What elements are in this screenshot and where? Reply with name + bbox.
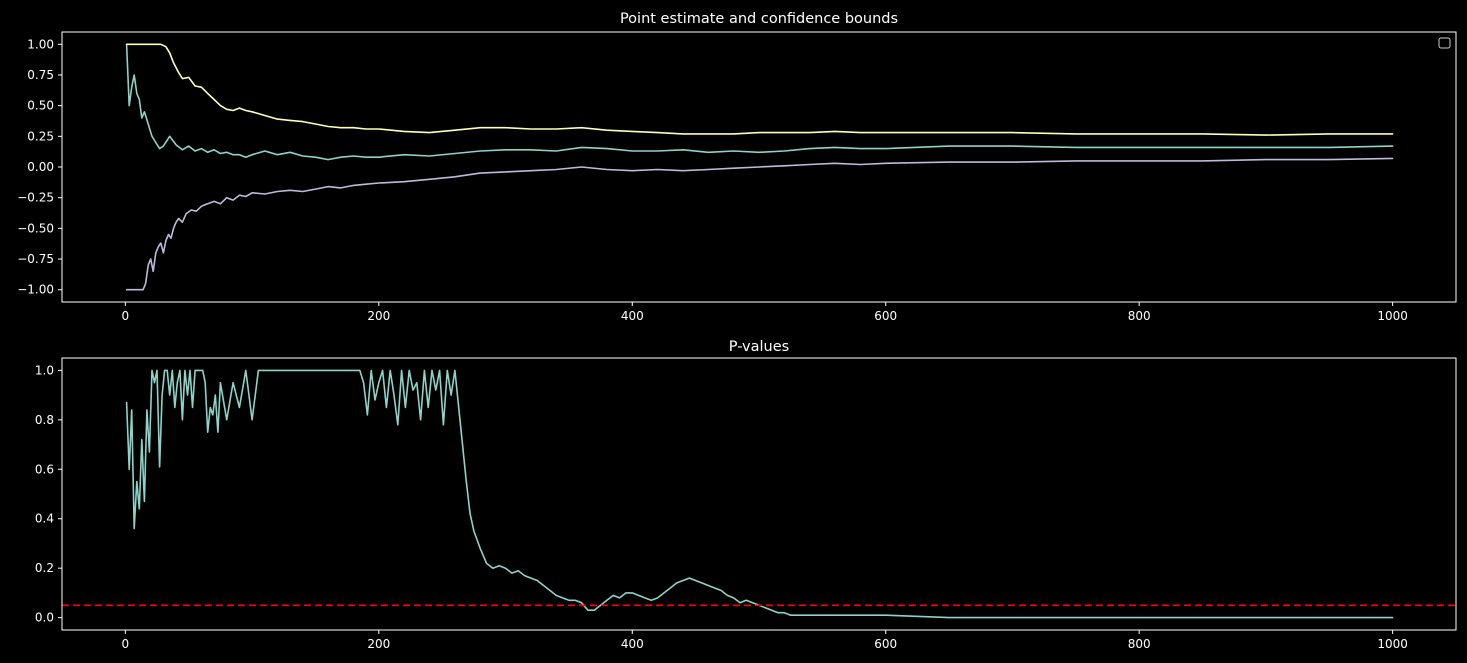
estimate-y-tick-label: 0.50: [27, 99, 54, 113]
estimate-y-tick-label: 0.00: [27, 160, 54, 174]
estimate-y-tick-label: −0.75: [17, 252, 54, 266]
pvalue-chart-title: P-values: [729, 339, 789, 355]
legend-box: [1438, 37, 1451, 49]
pvalue-y-tick-label: 0.0: [35, 611, 54, 625]
pvalue-x-tick-label: 1000: [1377, 637, 1408, 651]
pvalue-series-group: [62, 369, 1456, 619]
pvalue-y-tick-label: 1.0: [35, 363, 54, 377]
estimate-x-tick-label: 200: [367, 309, 390, 323]
pvalue-x-tick-label: 200: [367, 637, 390, 651]
estimate-chart: Point estimate and confidence bounds 0 20…: [17, 11, 1457, 323]
pvalue-y-tick-label: 0.8: [35, 413, 54, 427]
pvalue-chart: P-values 0 200 400 600 800 1000 0.0 0.2 0.4 0.6 0.…: [35, 339, 1457, 651]
pvalue-series-line-0: [125, 369, 1394, 619]
pvalue-x-tick-label: 800: [1128, 637, 1151, 651]
pvalue-x-tick-label: 600: [874, 637, 897, 651]
estimate-y-tick-label: −1.00: [17, 283, 54, 297]
estimate-series-line-2: [125, 157, 1394, 291]
pvalue-axes: 0 200 400 600 800 1000 0.0 0.2 0.4 0.6 0.8 1.0: [35, 363, 1408, 651]
pvalue-y-tick-label: 0.6: [35, 462, 54, 476]
pvalue-y-tick-label: 0.2: [35, 561, 54, 575]
estimate-y-tick-label: 0.25: [27, 129, 54, 143]
pvalue-x-tick-label: 400: [621, 637, 644, 651]
estimate-axes: 0 200 400 600 800 1000 −1.00 −0.75 −0.50 −0.25 0.0…: [17, 37, 1408, 323]
estimate-series-line-0: [125, 43, 1394, 161]
pvalue-y-tick-label: 0.4: [35, 512, 54, 526]
pvalue-plot-frame: [61, 357, 1457, 631]
pvalue-x-tick-label: 0: [122, 637, 130, 651]
estimate-x-tick-label: 0: [122, 309, 130, 323]
estimate-series-line-1: [125, 43, 1394, 136]
estimate-series-group: [125, 43, 1394, 291]
estimate-x-tick-label: 1000: [1377, 309, 1408, 323]
estimate-y-tick-label: 0.75: [27, 68, 54, 82]
estimate-x-tick-label: 600: [874, 309, 897, 323]
estimate-y-tick-label: −0.25: [17, 191, 54, 205]
estimate-chart-title: Point estimate and confidence bounds: [620, 11, 898, 27]
estimate-x-tick-label: 400: [621, 309, 644, 323]
estimate-x-tick-label: 800: [1128, 309, 1151, 323]
estimate-y-tick-label: −0.50: [17, 221, 54, 235]
estimate-plot-frame: [61, 31, 1457, 303]
estimate-y-tick-label: 1.00: [27, 37, 54, 51]
